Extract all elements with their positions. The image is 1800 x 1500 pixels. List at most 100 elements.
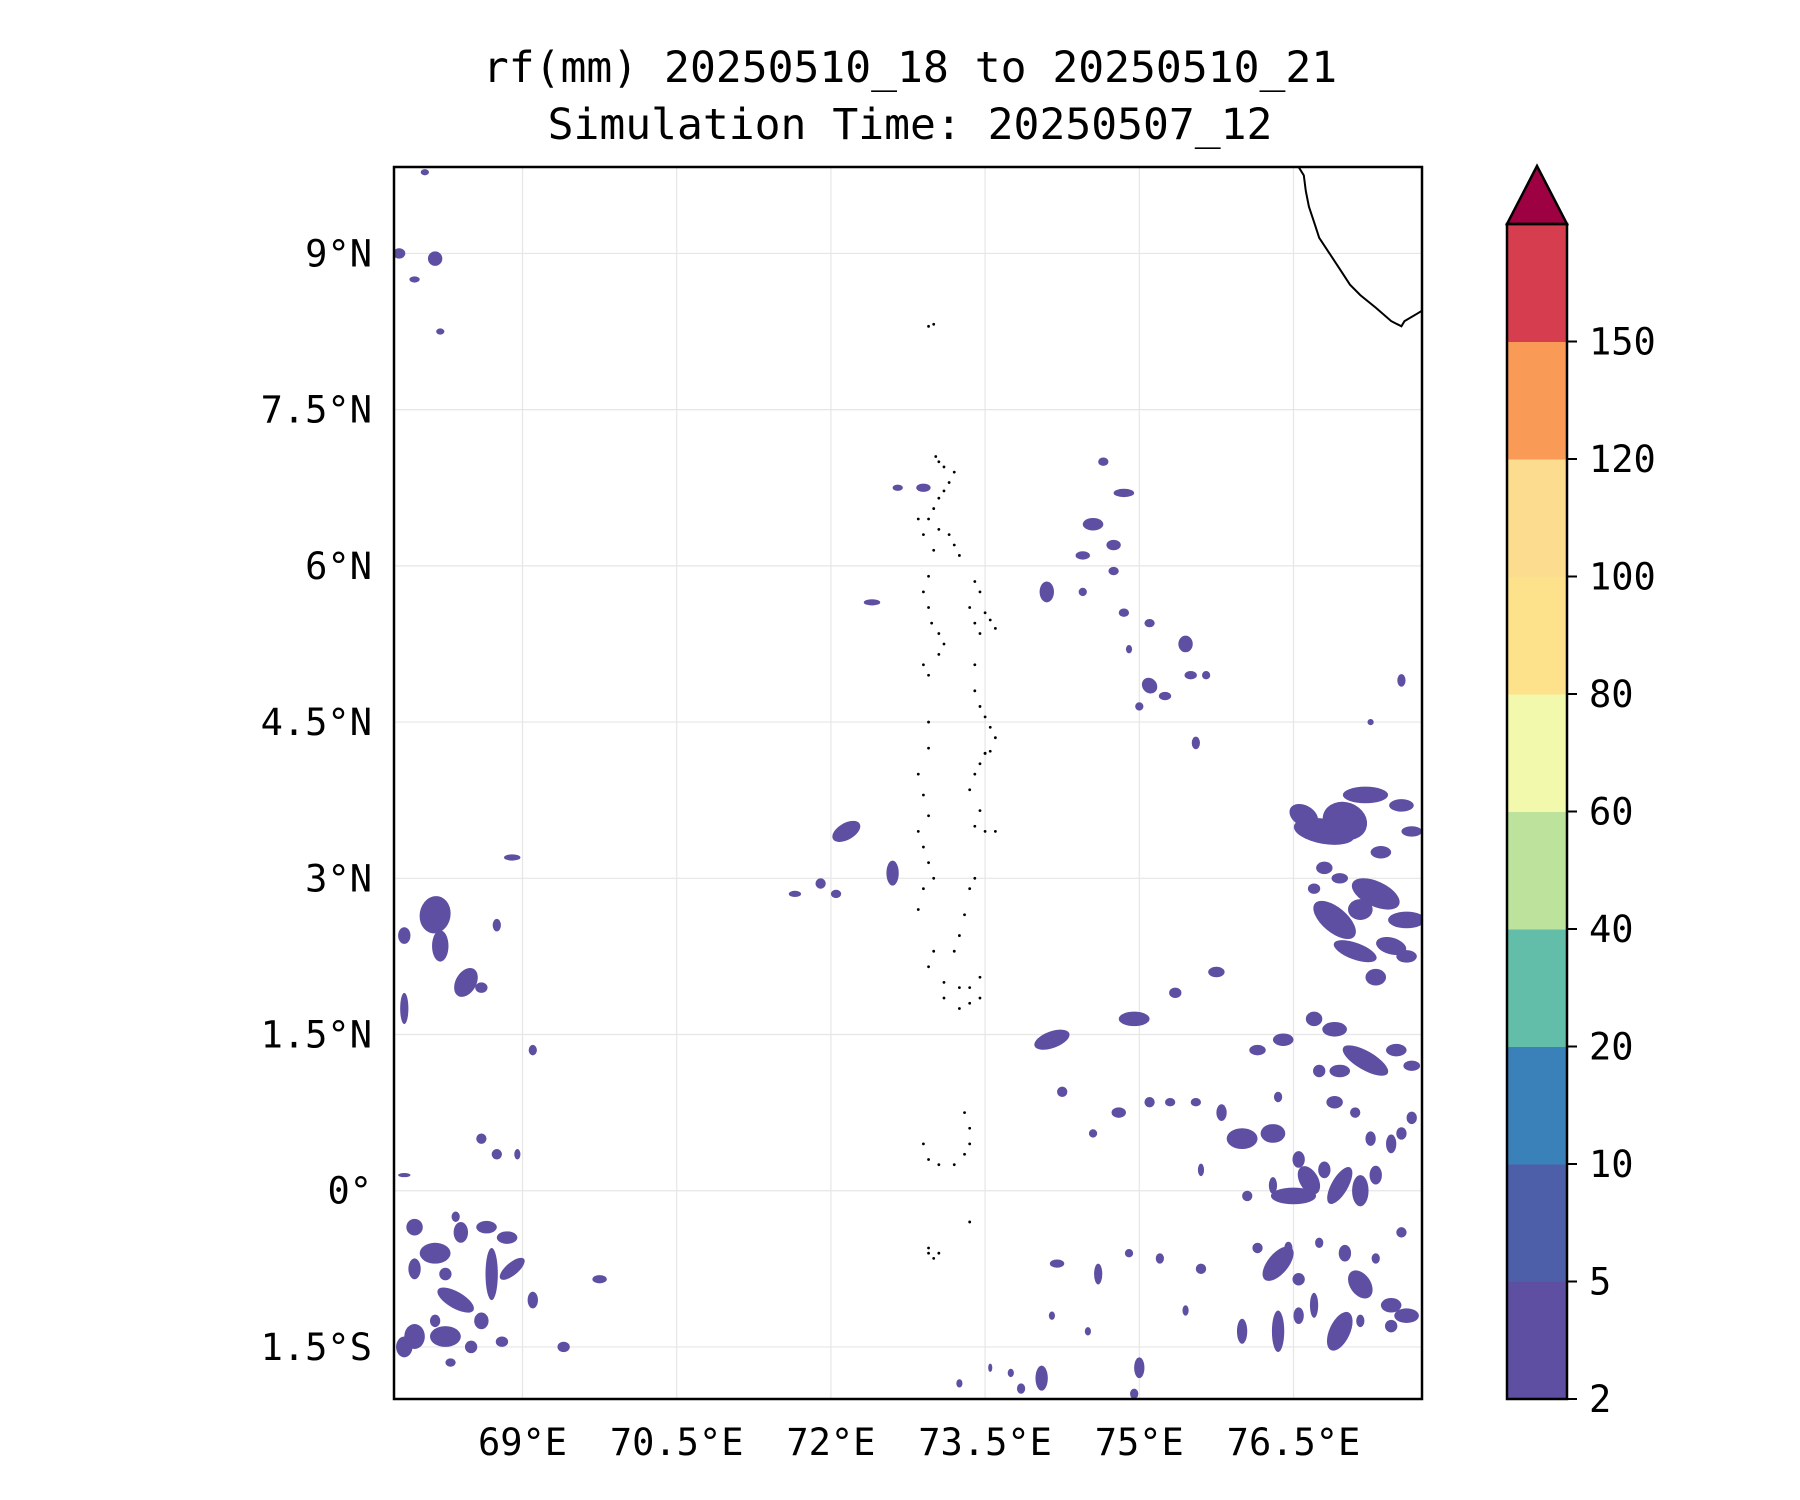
island-dot bbox=[932, 507, 936, 510]
rain-cell bbox=[1352, 1175, 1369, 1207]
island-dot bbox=[932, 322, 936, 326]
rain-cell bbox=[1292, 1151, 1305, 1168]
rain-cell bbox=[1293, 1307, 1304, 1325]
island-dot bbox=[937, 632, 941, 635]
rain-cell bbox=[1327, 1167, 1353, 1205]
colorbar-tick-label-2: 10 bbox=[1589, 1143, 1634, 1186]
colorbar-segment-0 bbox=[1507, 1281, 1567, 1400]
island-dot bbox=[993, 736, 997, 740]
rain-cell bbox=[1039, 581, 1054, 603]
lat-tick-label-5: 1.5°N bbox=[261, 1014, 372, 1057]
rain-cell bbox=[892, 484, 903, 491]
island-dot bbox=[927, 965, 930, 969]
island-dot bbox=[978, 996, 982, 1000]
island-dot bbox=[993, 830, 997, 833]
rain-cell bbox=[503, 854, 521, 861]
rain-cell bbox=[1108, 566, 1119, 576]
rain-cell bbox=[1273, 1091, 1283, 1103]
island-dot bbox=[916, 517, 920, 521]
rain-cell bbox=[409, 276, 420, 283]
island-dot bbox=[916, 772, 920, 776]
rain-cell bbox=[1406, 1111, 1417, 1125]
rain-cell bbox=[1130, 1388, 1139, 1399]
rain-cell bbox=[1289, 803, 1319, 828]
rain-cell bbox=[1191, 736, 1200, 750]
rain-cell bbox=[1134, 1357, 1145, 1379]
island-dot bbox=[963, 1111, 966, 1115]
island-dot bbox=[968, 606, 972, 609]
island-dot bbox=[973, 621, 977, 625]
island-dot bbox=[927, 606, 930, 609]
island-dot bbox=[973, 580, 977, 583]
colorbar-tick-label-8: 120 bbox=[1589, 438, 1656, 481]
island-dot bbox=[927, 861, 930, 865]
rain-cell bbox=[832, 820, 861, 842]
island-dot bbox=[973, 663, 977, 667]
title-line-1: rf(mm) 20250510_18 to 20250510_21 bbox=[483, 43, 1337, 93]
rain-cell bbox=[1113, 488, 1135, 498]
island-dot bbox=[983, 611, 987, 615]
rain-cell bbox=[1313, 1064, 1326, 1078]
rain-cell bbox=[1078, 587, 1087, 597]
rain-cell bbox=[427, 251, 443, 266]
rain-cell bbox=[1208, 966, 1225, 978]
rain-cell bbox=[1125, 645, 1133, 654]
colorbar-segment-5 bbox=[1507, 694, 1567, 812]
colorbar-tick-label-5: 60 bbox=[1589, 791, 1634, 834]
rain-cell bbox=[592, 1275, 607, 1284]
rain-cell bbox=[474, 1312, 489, 1330]
rain-cell bbox=[1397, 674, 1406, 687]
rain-cell bbox=[1389, 799, 1414, 812]
rain-cell bbox=[1331, 873, 1348, 884]
rain-cell bbox=[429, 1314, 441, 1328]
rain-cell bbox=[394, 248, 406, 259]
map-frame bbox=[392, 165, 1424, 1401]
rain-cell bbox=[1394, 1308, 1419, 1323]
island-dot bbox=[968, 986, 972, 990]
rain-cell bbox=[1169, 987, 1182, 999]
rain-cell bbox=[437, 1287, 474, 1313]
island-dot bbox=[978, 975, 982, 979]
rainfall-areas bbox=[394, 169, 1422, 1399]
island-dot bbox=[927, 517, 930, 521]
colorbar: 2 5 10 20 40 60 80 100 120 150 bbox=[1504, 163, 1656, 1421]
rain-cell bbox=[1309, 1292, 1319, 1318]
lon-tick-label-2: 72°E bbox=[786, 1421, 875, 1464]
colorbar-segment-8 bbox=[1507, 341, 1567, 460]
island-dot bbox=[934, 455, 938, 458]
map-panel: 9°N 7.5°N 6°N 4.5°N 3°N 1.5°N 0° 1.5°S 69°E 70.5… bbox=[261, 165, 1424, 1464]
rain-cell bbox=[1350, 1107, 1361, 1118]
lat-tick-label-1: 7.5°N bbox=[261, 389, 372, 432]
rain-cell bbox=[1313, 900, 1356, 940]
rain-cell bbox=[492, 918, 501, 932]
island-dot bbox=[927, 1158, 930, 1161]
rain-cell bbox=[916, 483, 931, 492]
rain-cell bbox=[1236, 1318, 1248, 1344]
colorbar-segment-1 bbox=[1507, 1164, 1567, 1282]
island-dot bbox=[958, 554, 961, 557]
rain-cell bbox=[1094, 1263, 1103, 1285]
island-dot bbox=[932, 1257, 936, 1260]
colorbar-tick-label-1: 5 bbox=[1589, 1261, 1611, 1304]
colorbar-tick-label-9: 150 bbox=[1589, 321, 1656, 364]
rain-cell bbox=[420, 169, 429, 176]
island-dot bbox=[978, 632, 982, 635]
rain-cell bbox=[1165, 1098, 1176, 1107]
island-dot bbox=[973, 689, 977, 693]
island-dot bbox=[978, 762, 982, 766]
rain-cell bbox=[1326, 1311, 1353, 1351]
island-dot bbox=[968, 887, 972, 891]
island-dot bbox=[932, 949, 936, 953]
rain-cell bbox=[1338, 1244, 1352, 1262]
rain-cell bbox=[1252, 1242, 1263, 1254]
rain-cell bbox=[419, 896, 451, 934]
island-dot bbox=[937, 1163, 941, 1167]
island-dot bbox=[963, 913, 966, 917]
map-background bbox=[394, 167, 1422, 1399]
rain-cell bbox=[1307, 883, 1321, 894]
rain-cell bbox=[1035, 1365, 1048, 1391]
island-dot bbox=[947, 481, 951, 484]
rain-cell bbox=[1135, 702, 1144, 711]
rain-cell bbox=[1144, 1096, 1155, 1108]
